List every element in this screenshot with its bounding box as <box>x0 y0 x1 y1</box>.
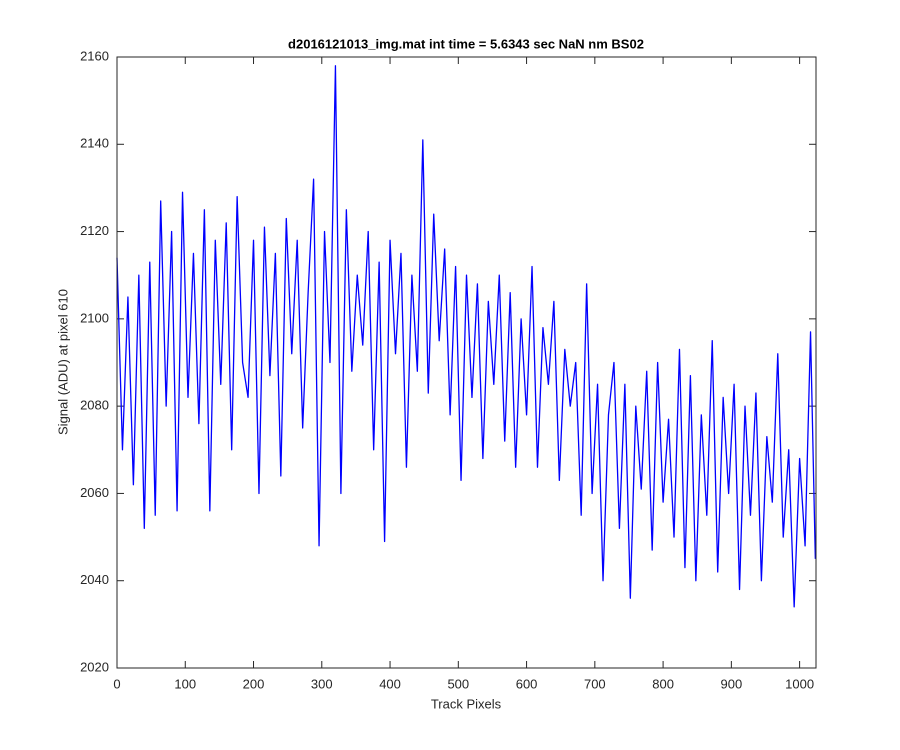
y-tick-label: 2160 <box>80 48 109 63</box>
y-tick-label: 2100 <box>80 310 109 325</box>
y-axis-label: Signal (ADU) at pixel 610 <box>55 289 70 435</box>
x-tick-label: 600 <box>516 676 538 691</box>
x-axis-label: Track Pixels <box>431 696 502 711</box>
x-tick-label: 200 <box>243 676 265 691</box>
y-tick-label: 2120 <box>80 223 109 238</box>
x-tick-label: 300 <box>311 676 333 691</box>
x-tick-label: 100 <box>174 676 196 691</box>
y-tick-label: 2060 <box>80 485 109 500</box>
y-tick-label: 2040 <box>80 572 109 587</box>
x-tick-label: 400 <box>379 676 401 691</box>
x-tick-label: 500 <box>447 676 469 691</box>
x-tick-label: 1000 <box>785 676 814 691</box>
chart-title: d2016121013_img.mat int time = 5.6343 se… <box>288 36 644 51</box>
x-tick-label: 0 <box>113 676 120 691</box>
y-tick-label: 2140 <box>80 136 109 151</box>
axes-box <box>116 56 817 669</box>
y-tick-label: 2020 <box>80 659 109 674</box>
data-line <box>116 65 816 608</box>
x-tick-label: 800 <box>652 676 674 691</box>
x-tick-label: 900 <box>721 676 743 691</box>
x-tick-label: 700 <box>584 676 606 691</box>
y-tick-label: 2080 <box>80 398 109 413</box>
